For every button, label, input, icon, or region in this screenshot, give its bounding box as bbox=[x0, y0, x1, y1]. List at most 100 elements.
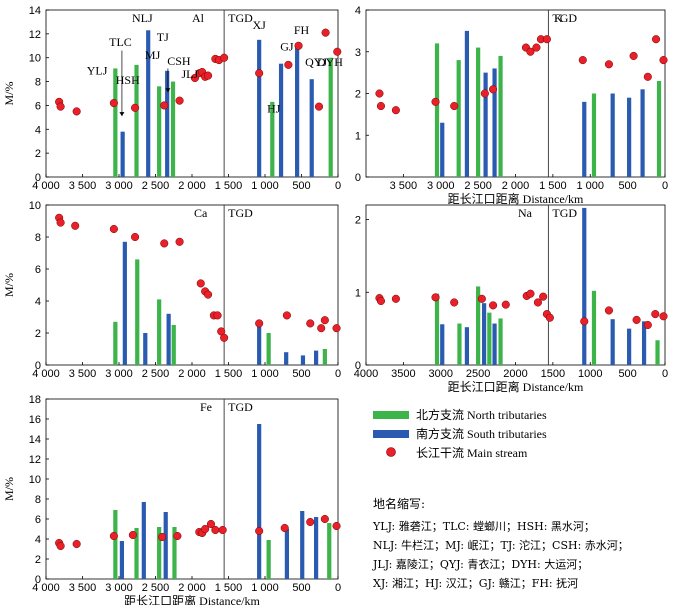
x-tick-label: 2 500 bbox=[142, 582, 170, 594]
main-stream-point bbox=[201, 524, 210, 534]
main-stream-point bbox=[651, 310, 660, 319]
north-tributary-bar bbox=[157, 86, 162, 177]
south-tributary-bar bbox=[143, 333, 148, 365]
north-tributary-bar bbox=[327, 523, 332, 579]
main-stream-point bbox=[651, 35, 661, 44]
legend-main-label: 长江干流 Main stream bbox=[416, 446, 528, 460]
y-tick-label: 1 bbox=[355, 287, 361, 299]
x-tick-label: 3500 bbox=[391, 368, 415, 380]
main-stream-point bbox=[317, 324, 326, 333]
north-tributary-bar bbox=[434, 43, 440, 178]
panel-title: Fe bbox=[200, 400, 212, 414]
north-tributary-bar bbox=[170, 81, 176, 177]
north-tributary-bar bbox=[157, 527, 162, 579]
north-tributary-bar bbox=[476, 286, 481, 365]
main-stream-point bbox=[280, 523, 289, 533]
x-tick-label: 4 000 bbox=[32, 180, 60, 192]
x-tick-label: 1 500 bbox=[215, 582, 243, 594]
south-tributary-bar bbox=[582, 101, 587, 177]
main-stream-point bbox=[580, 317, 589, 326]
tgd-label: TGD bbox=[228, 11, 253, 25]
x-tick-label: 2 500 bbox=[142, 180, 170, 192]
south-tributary-bar bbox=[492, 68, 497, 177]
south-tributary-bar bbox=[440, 122, 445, 177]
y-tick-label: 4 bbox=[35, 296, 41, 308]
y-tick-label: 0 bbox=[35, 360, 41, 372]
abbreviation-title: 地名缩写: bbox=[373, 496, 425, 511]
station-label: NLJ bbox=[132, 11, 153, 25]
south-tributary-bar bbox=[482, 303, 487, 365]
main-stream-point bbox=[131, 232, 140, 242]
main-stream-point bbox=[629, 51, 638, 60]
x-tick-label: 2000 bbox=[503, 368, 527, 380]
x-tick-label: 3 000 bbox=[427, 180, 455, 192]
panel-title: Al bbox=[192, 11, 205, 25]
station-label: HSH bbox=[116, 73, 140, 87]
station-label: QYJ bbox=[305, 55, 327, 69]
north-tributary-bar bbox=[172, 527, 177, 579]
tgd-label: TGD bbox=[228, 206, 253, 220]
main-stream-point bbox=[391, 106, 400, 115]
tgd-label: TGD bbox=[552, 11, 577, 25]
x-tick-label: 0 bbox=[662, 368, 668, 380]
y-tick-label: 10 bbox=[29, 53, 41, 65]
x-tick-label: 500 bbox=[292, 582, 310, 594]
south-tributary-bar bbox=[582, 207, 587, 365]
main-stream-point bbox=[450, 101, 459, 111]
y-tick-label: 12 bbox=[29, 29, 41, 41]
chart-panel-k: 3 500 3 000 2 500 2 000 1 500 1 000 500 0 0 1 2 3 4 T… bbox=[355, 5, 668, 206]
south-tributary-bar bbox=[610, 93, 615, 177]
north-tributary-bar bbox=[134, 64, 139, 177]
tlc-pointer-arrow bbox=[119, 112, 125, 117]
main-stream-point bbox=[306, 319, 315, 328]
north-tributary-bar bbox=[655, 340, 660, 365]
main-stream-point bbox=[332, 521, 341, 531]
x-tick-label: 2 000 bbox=[502, 180, 530, 192]
main-stream-point bbox=[542, 35, 551, 44]
main-stream-point bbox=[255, 526, 264, 536]
north-tributary-bar bbox=[498, 318, 503, 365]
chart-panel-na: 4000 3500 3000 2500 2000 1500 1000 500 0 0 1 2 TGD Na… bbox=[354, 204, 668, 394]
y-tick-label: 4 bbox=[35, 124, 41, 136]
x-tick-label: 0 bbox=[662, 180, 668, 192]
station-label: FH bbox=[294, 23, 310, 37]
y-tick-label: 4 bbox=[35, 534, 41, 546]
x-tick-label: 3 500 bbox=[69, 582, 97, 594]
main-stream-point bbox=[128, 530, 137, 540]
main-stream-point bbox=[604, 60, 613, 69]
station-label: JLJ bbox=[181, 67, 198, 81]
x-tick-label: 3000 bbox=[429, 368, 453, 380]
x-tick-label: 1 000 bbox=[576, 180, 604, 192]
panel-title: Ca bbox=[194, 206, 208, 220]
main-stream-point bbox=[526, 47, 535, 56]
main-stream-point bbox=[450, 298, 459, 307]
main-stream-point bbox=[578, 56, 587, 65]
south-tributary-bar bbox=[464, 30, 470, 177]
y-tick-label: 8 bbox=[35, 232, 41, 244]
south-tributary-bar bbox=[483, 72, 488, 177]
south-tributary-bar bbox=[278, 63, 284, 177]
south-tributary-bar bbox=[166, 313, 171, 365]
x-tick-label: 3 500 bbox=[69, 180, 97, 192]
x-tick-label: 3 000 bbox=[105, 368, 133, 380]
plot-frame bbox=[365, 9, 666, 178]
station-label: DYH bbox=[317, 55, 343, 69]
south-tributary-bar bbox=[257, 424, 262, 579]
main-stream-point bbox=[109, 531, 118, 541]
chart-panel-fe: 4 000 3 500 3 000 2 500 2 000 1 500 1 000 500 0 0… bbox=[2, 394, 341, 605]
south-tributary-bar bbox=[440, 324, 445, 365]
south-tributary-bar bbox=[284, 352, 289, 365]
x-tick-label: 3 000 bbox=[105, 582, 133, 594]
north-tributary-bar bbox=[113, 321, 118, 365]
y-tick-label: 0 bbox=[35, 574, 41, 586]
station-label: MJ bbox=[145, 48, 161, 62]
plot-frame bbox=[45, 204, 339, 366]
csh-pointer-arrow bbox=[165, 88, 171, 93]
y-tick-label: 6 bbox=[35, 514, 41, 526]
x-tick-label: 0 bbox=[335, 180, 341, 192]
x-tick-label: 4 000 bbox=[32, 368, 60, 380]
south-tributary-bar bbox=[300, 511, 305, 579]
chart-panel-ca: 4 000 3 500 3 000 2 500 2 000 1 500 1 000 500 0 0… bbox=[2, 200, 341, 380]
x-tick-label: 1 000 bbox=[251, 180, 279, 192]
